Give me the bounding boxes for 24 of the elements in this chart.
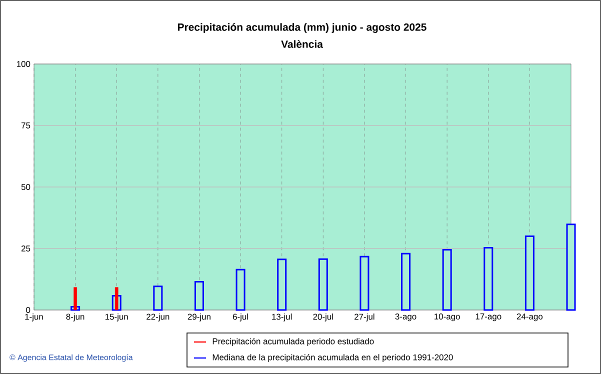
x-tick-label: 13-jul [272, 314, 292, 322]
chart-subtitle: València [281, 40, 323, 48]
bar [114, 287, 118, 310]
x-tick-label: 1-jun [25, 314, 43, 322]
y-tick-label: 0 [26, 307, 30, 313]
y-tick-label: 25 [21, 246, 30, 252]
x-tick-label: 27-jul [354, 314, 374, 322]
x-tick-label: 22-jun [146, 314, 170, 322]
legend-label: Precipitación acumulada periodo estudiado [212, 338, 374, 346]
legend-label: Mediana de la precipitación acumulada en el periodo 1991-2020 [212, 354, 453, 362]
x-tick-label: 20-jul [313, 314, 333, 322]
x-tick-label: 3-ago [395, 314, 416, 322]
x-tick-label: 8-jun [66, 314, 84, 322]
x-tick-label: 15-jun [105, 314, 128, 322]
y-tick-label: 50 [21, 184, 30, 190]
chart-title: Precipitación acumulada (mm) junio - agosto 2025 [178, 23, 426, 33]
x-tick-label: 29-jun [188, 314, 210, 322]
y-tick-label: 75 [22, 122, 30, 128]
bar [74, 287, 77, 310]
x-tick-label: 6-jul [232, 314, 248, 322]
x-tick-label: 10-ago [434, 314, 460, 322]
x-tick-label: 17-ago [476, 314, 502, 322]
y-tick-label: 100 [16, 61, 30, 67]
x-tick-label: 24-ago [516, 314, 543, 322]
